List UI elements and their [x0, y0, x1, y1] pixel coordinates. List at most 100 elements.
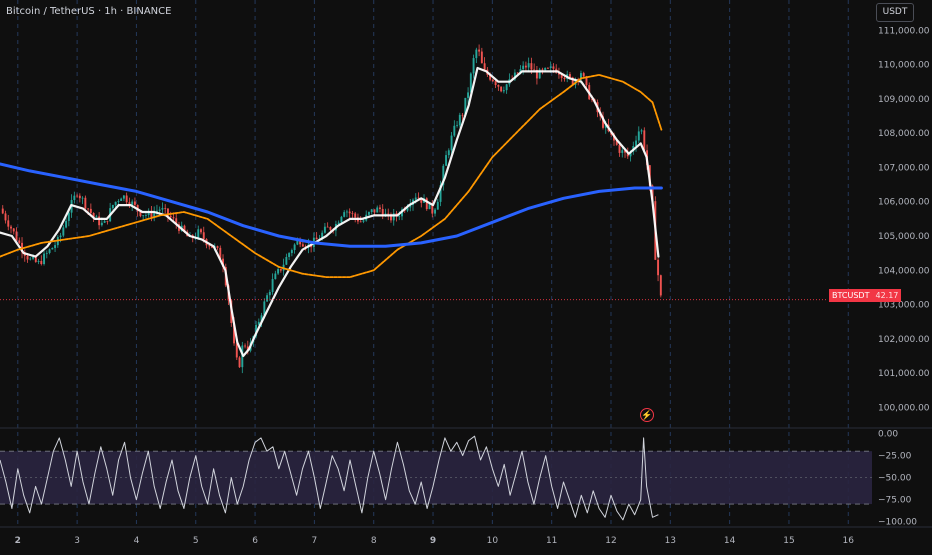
candle-body [67, 212, 70, 221]
mid-ma-line [0, 74, 663, 278]
candle-body [367, 212, 370, 215]
candle-body [491, 79, 494, 82]
price-tick-label: 107,000.00 [878, 163, 930, 173]
candle-body [142, 215, 145, 217]
candle-body [582, 73, 585, 77]
candle-body [467, 92, 470, 98]
candle-body [12, 228, 15, 232]
candle-body [161, 207, 164, 210]
price-tick-label: 108,000.00 [878, 129, 930, 139]
candle-body [260, 315, 263, 322]
time-tick-label: 5 [193, 536, 199, 546]
candle-body [453, 125, 456, 136]
time-tick-label: 2 [15, 536, 21, 546]
symbol-title[interactable]: Bitcoin / TetherUS · 1h · BINANCE [6, 6, 172, 17]
candle-body [483, 63, 486, 70]
candle-body [651, 185, 654, 202]
candle-body [40, 260, 43, 265]
candle-body [323, 226, 326, 233]
lightning-icon[interactable]: ⚡ [640, 408, 654, 422]
price-tick-label: 101,000.00 [878, 369, 930, 379]
candle-body [233, 322, 236, 344]
candle-body [618, 144, 621, 153]
oscillator-tick-label: 0.00 [878, 430, 898, 440]
candle-body [219, 247, 222, 259]
candle-body [200, 229, 202, 233]
candle-body [568, 74, 571, 78]
candle-body [95, 216, 98, 218]
candle-body [169, 215, 172, 218]
candle-body [362, 220, 365, 222]
oscillator [0, 435, 659, 521]
candle-body [34, 256, 37, 262]
candle-body [175, 218, 178, 225]
candle-body [48, 249, 51, 253]
candle-body [26, 255, 29, 260]
candle-body [301, 244, 304, 247]
candle-body [541, 69, 544, 71]
candle-body [122, 195, 125, 199]
candle-body [615, 140, 618, 145]
candle-body [431, 203, 434, 214]
candle-body [376, 207, 379, 213]
candle-body [345, 211, 348, 213]
oscillator-tick-label: −75.00 [878, 496, 912, 506]
candle-body [78, 195, 81, 199]
candle-body [106, 220, 109, 222]
candle-body [18, 240, 21, 243]
candle-body [153, 212, 156, 217]
candle-body [428, 203, 431, 210]
candle-body [238, 357, 241, 368]
candle-body [414, 197, 417, 200]
candle-body [497, 85, 500, 87]
candle-body [268, 291, 271, 296]
candle-body [624, 150, 626, 153]
candle-body [144, 215, 147, 216]
candle-body [172, 217, 175, 219]
candle-body [45, 252, 48, 254]
candle-body [285, 257, 288, 265]
candle-body [266, 295, 269, 302]
candle-body [379, 207, 381, 209]
candle-body [442, 165, 445, 186]
candle-body [277, 269, 280, 274]
price-tick-label: 102,000.00 [878, 335, 930, 345]
candle-body [89, 208, 92, 214]
candle-body [434, 209, 437, 214]
candle-body [257, 321, 260, 325]
candle-body [15, 231, 18, 241]
candle-body [290, 250, 293, 254]
candle-body [519, 69, 522, 74]
candle-body [37, 260, 40, 262]
price-tick-label: 105,000.00 [878, 232, 930, 242]
candle-body [585, 76, 588, 86]
candle-body [216, 246, 219, 248]
time-tick-label: 7 [312, 536, 318, 546]
candle-body [87, 208, 90, 210]
candle-body [62, 227, 65, 236]
candle-body [436, 201, 439, 210]
candle-body [32, 256, 35, 259]
candle-body [197, 229, 200, 238]
oscillator-axis[interactable]: 0.00 −25.00 −50.00 −75.00 −100.00 [878, 430, 917, 528]
candle-body [469, 73, 472, 93]
candle-body [591, 99, 593, 101]
price-axis[interactable]: 100,000.00 101,000.00 102,000.00 103,000.00… [878, 26, 930, 413]
time-axis[interactable]: 2 3 4 5 6 7 8 9 10 11 12 13 14 15 16 [15, 536, 855, 546]
moving-averages [0, 66, 663, 358]
candle-body [406, 207, 409, 211]
candle-body [560, 74, 563, 78]
candle-body [635, 140, 638, 146]
candle-body [571, 77, 574, 85]
candle-body [657, 259, 660, 276]
candle-body [447, 150, 450, 156]
time-tick-label: 13 [665, 536, 676, 546]
oscillator-line [0, 435, 659, 521]
candle-body [533, 69, 536, 71]
candle-body [29, 258, 32, 260]
candle-body [502, 90, 505, 92]
time-tick-label: 4 [134, 536, 140, 546]
candle-body [456, 125, 459, 127]
currency-button[interactable]: USDT [876, 3, 914, 22]
